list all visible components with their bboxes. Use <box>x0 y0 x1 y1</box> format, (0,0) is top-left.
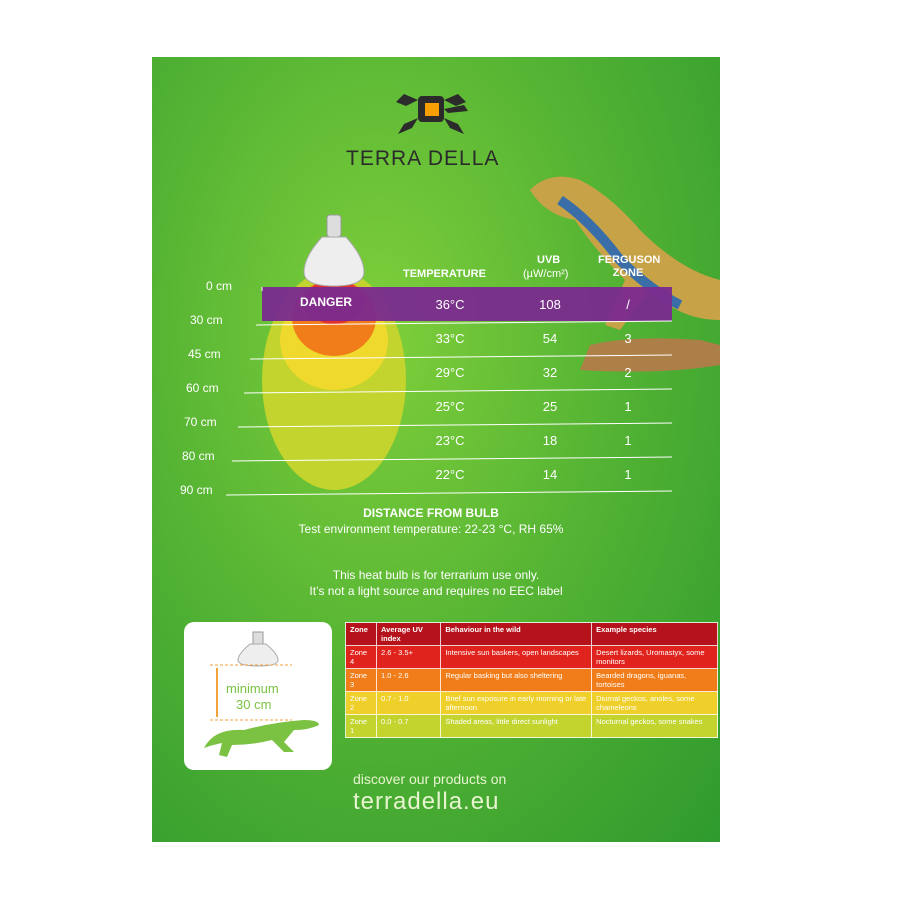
uvb: 18 <box>542 433 558 448</box>
ferguson-zone: 2 <box>624 365 632 380</box>
table-cell: Zone 2 <box>344 691 378 715</box>
row-line <box>243 388 673 394</box>
table-cell: Bearded dragons, iguanas, tortoises <box>591 668 718 692</box>
bulb <box>303 214 365 287</box>
header-temperature: TEMPERATURE <box>403 268 486 280</box>
uvb: 25 <box>542 399 558 414</box>
table-cell: 0.0 - 0.7 <box>376 714 442 738</box>
uvb: 54 <box>542 331 558 346</box>
table-row: Zone 3 1.0 - 2.6 Regular basking but also … <box>344 668 718 692</box>
row-line <box>249 354 673 360</box>
uvb: 32 <box>542 365 558 380</box>
header-cell: Example species <box>591 622 718 646</box>
temperature: 22°C <box>435 467 465 482</box>
table-cell: Shaded areas, little direct sunlight <box>440 714 593 738</box>
table-cell: Zone 1 <box>344 714 378 738</box>
notice-line: It’s not a light source and requires no … <box>309 584 563 598</box>
distance-label: 45 cm <box>188 347 221 361</box>
footer-line: discover our products on <box>353 771 507 787</box>
distance-label: 60 cm <box>186 381 219 395</box>
distance-label: 90 cm <box>180 483 213 497</box>
table-cell: Regular basking but also sheltering <box>440 668 593 692</box>
table-row: Zone 4 2.6 - 3.5+ Intensive sun baskers, o… <box>344 645 718 669</box>
row-line <box>255 320 673 326</box>
danger-band <box>262 287 672 321</box>
header-uvb-unit: (µW/cm²) <box>523 268 569 280</box>
mini-bulb <box>237 631 279 667</box>
distance-label: 30 cm <box>190 313 223 327</box>
temperature: 33°C <box>435 331 465 346</box>
table-cell: Diurnal geckos, anoles, some chameleons <box>591 691 718 715</box>
table-cell: Desert lizards, Uromastyx, some monitors <box>591 645 718 669</box>
distance-label: 80 cm <box>182 449 215 463</box>
ferguson-zone: 1 <box>624 467 632 482</box>
header-cell: Average UV index <box>376 622 442 646</box>
header-uvb: UVB <box>537 254 561 266</box>
ferguson-zone: 3 <box>624 331 632 346</box>
temperature: 29°C <box>435 365 465 380</box>
table-header: Zone Average UV index Behaviour in the wil… <box>344 622 718 646</box>
minimum-label: minimum <box>226 681 279 696</box>
table-cell: Intensive sun baskers, open landscapes <box>440 645 593 669</box>
row-line <box>237 422 673 428</box>
uvb: 14 <box>542 467 558 482</box>
ferguson-zone: / <box>626 297 630 312</box>
notice-line: This heat bulb is for terrarium use only… <box>332 568 540 582</box>
table-cell: Zone 4 <box>344 645 378 669</box>
header-cell: Zone <box>344 622 378 646</box>
minimum-value: 30 cm <box>236 697 272 712</box>
row-line <box>231 456 673 462</box>
table-cell: Brief sun exposure in early morning or l… <box>440 691 593 715</box>
table-cell: 1.0 - 2.6 <box>376 668 442 692</box>
temperature: 23°C <box>435 433 465 448</box>
table-row: Zone 2 0.7 - 1.0 Brief sun exposure in ear… <box>344 691 718 715</box>
test-note: Test environment temperature: 22-23 °C, … <box>298 522 564 536</box>
danger-label: DANGER <box>300 295 353 309</box>
temperature: 36°C <box>435 297 465 312</box>
table-cell: 2.6 - 3.5+ <box>376 645 442 669</box>
header-zone: FERGUSON ZONE <box>598 254 661 279</box>
temperature: 25°C <box>435 399 465 414</box>
distance-label: 70 cm <box>184 415 217 429</box>
header-cell: Behaviour in the wild <box>440 622 593 646</box>
table-cell: 0.7 - 1.0 <box>376 691 442 715</box>
zone-table: Zone Average UV index Behaviour in the wil… <box>344 622 718 738</box>
distance-label: 0 cm <box>206 279 233 293</box>
ferguson-zone: 1 <box>624 399 632 414</box>
logo <box>396 94 468 134</box>
table-row: Zone 1 0.0 - 0.7 Shaded areas, little dire… <box>344 714 718 738</box>
table-cell: Zone 3 <box>344 668 378 692</box>
brand: TERRA DELLA <box>346 147 500 170</box>
table-cell: Nocturnal geckos, some snakes <box>591 714 718 738</box>
mini-lizard <box>204 720 319 757</box>
footer-url: terradella.eu <box>353 788 500 815</box>
axis-title: DISTANCE FROM BULB <box>363 506 499 520</box>
ferguson-zone: 1 <box>624 433 632 448</box>
uvb: 108 <box>539 297 561 312</box>
row-line <box>225 490 673 496</box>
